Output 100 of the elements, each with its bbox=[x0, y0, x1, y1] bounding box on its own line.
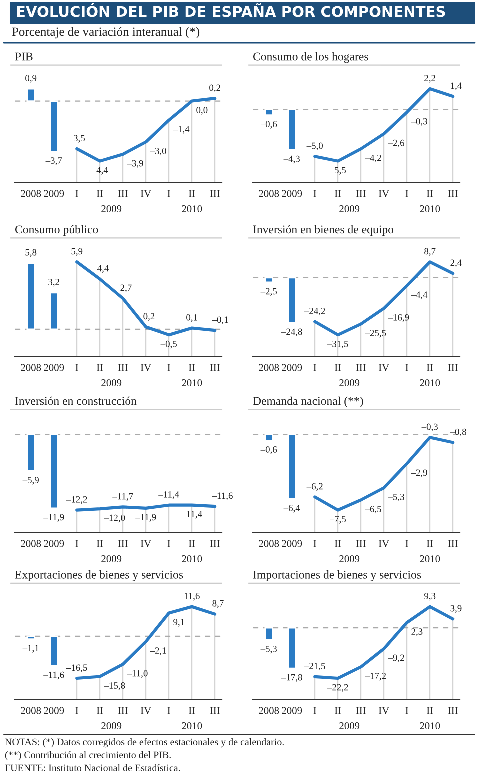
x-tick-label: IV bbox=[140, 707, 152, 714]
data-label: 0,2 bbox=[210, 84, 220, 92]
text: 2009 bbox=[102, 722, 122, 730]
x-tick-label: II bbox=[335, 364, 342, 372]
x-tick-label: 2009 bbox=[44, 364, 64, 372]
x-tick-label: I bbox=[76, 540, 78, 548]
x-tick-label: I bbox=[314, 364, 316, 372]
data-label: –4,4 bbox=[411, 292, 428, 300]
x-tick-label: I bbox=[314, 540, 316, 548]
x-tick-label: III bbox=[210, 364, 220, 372]
text: EVOLUCIÓN DEL PIB DE ESPAÑA POR COMPONENTES bbox=[17, 4, 446, 18]
data-label: –2,5 bbox=[260, 288, 277, 296]
x-tick-label: III bbox=[118, 540, 128, 548]
data-label: –5,5 bbox=[330, 167, 346, 175]
x-tick-label: I bbox=[168, 190, 170, 198]
x-tick-label: II bbox=[189, 190, 196, 198]
data-label: –6,2 bbox=[306, 483, 323, 492]
chart-title: Demanda nacional (**) bbox=[253, 396, 364, 408]
x-tick-label: 2008 bbox=[21, 190, 42, 198]
x-tick-label: III bbox=[448, 190, 458, 198]
text: 2010 bbox=[420, 206, 440, 213]
x-tick-label: III bbox=[118, 190, 128, 198]
text: 2009 bbox=[340, 206, 360, 213]
data-label: 8,7 bbox=[212, 600, 224, 608]
x-tick-label: II bbox=[427, 190, 434, 198]
x-tick-label: III bbox=[356, 540, 366, 548]
data-label: –11,7 bbox=[112, 493, 134, 502]
x-tick-label: IV bbox=[140, 364, 152, 372]
data-label: 11,6 bbox=[184, 593, 200, 601]
x-tick-label: IV bbox=[378, 364, 390, 372]
x-tick-label: I bbox=[76, 364, 78, 372]
x-tick-label: II bbox=[97, 364, 104, 372]
data-label: –12,2 bbox=[66, 496, 88, 504]
data-label: –11,0 bbox=[127, 670, 148, 678]
text: 2010 bbox=[182, 206, 202, 213]
text: 2010 bbox=[420, 556, 440, 563]
x-tick-label: I bbox=[76, 190, 78, 198]
x-tick-label: III bbox=[210, 190, 220, 198]
x-tick-label: III bbox=[210, 540, 220, 548]
text: 2009 bbox=[102, 206, 122, 213]
x-tick-label: 2009 bbox=[282, 540, 302, 548]
data-label: 9,3 bbox=[424, 593, 436, 601]
text: Porcentaje de variación interanual (*) bbox=[12, 27, 200, 39]
data-label: –11,6 bbox=[44, 672, 64, 680]
data-label: 3,9 bbox=[450, 605, 462, 614]
text: NOTAS: (*) Datos corregidos de efectos estacionales y de calendario. bbox=[5, 738, 284, 748]
x-tick-label: III bbox=[448, 364, 458, 372]
data-label: –3,5 bbox=[68, 135, 85, 143]
data-label: –11,9 bbox=[44, 514, 64, 522]
x-tick-label: III bbox=[356, 190, 366, 198]
x-tick-label: II bbox=[189, 364, 196, 372]
data-label: –22,2 bbox=[327, 684, 348, 692]
data-label: –2,1 bbox=[150, 648, 166, 656]
x-tick-label: I bbox=[406, 190, 408, 198]
data-label: –31,5 bbox=[327, 340, 348, 349]
chart-title: Importaciones de bienes y servicios bbox=[253, 570, 422, 582]
x-tick-label: 2008 bbox=[259, 540, 280, 548]
x-tick-label: II bbox=[97, 707, 104, 714]
x-tick-label: 2008 bbox=[259, 707, 280, 714]
data-label: –17,8 bbox=[281, 674, 302, 682]
x-tick-label: II bbox=[97, 540, 104, 548]
data-label: 2,3 bbox=[412, 628, 423, 636]
x-tick-label: 2009 bbox=[44, 540, 64, 548]
data-label: –5,9 bbox=[22, 477, 39, 485]
data-label: –5,0 bbox=[306, 142, 324, 150]
x-tick-label: III bbox=[210, 707, 220, 714]
chart-title: Inversión en bienes de equipo bbox=[253, 225, 394, 236]
data-label: –0,5 bbox=[160, 340, 177, 349]
data-label: –24,2 bbox=[304, 308, 326, 316]
data-label: –24,8 bbox=[281, 328, 302, 337]
chart-title: Exportaciones de bienes y servicios bbox=[15, 570, 184, 582]
x-tick-label: II bbox=[335, 707, 342, 714]
chart-title: Inversión en construcción bbox=[15, 396, 137, 406]
x-tick-label: II bbox=[97, 190, 104, 198]
data-label: 8,7 bbox=[424, 248, 436, 256]
x-tick-label: I bbox=[406, 540, 408, 548]
x-tick-label: II bbox=[189, 707, 196, 714]
x-tick-label: II bbox=[427, 540, 434, 548]
x-tick-label: III bbox=[448, 707, 458, 714]
x-tick-label: I bbox=[168, 707, 170, 714]
data-label: 0,2 bbox=[144, 313, 155, 322]
text: 2010 bbox=[182, 556, 202, 563]
data-label: –6,5 bbox=[365, 506, 382, 514]
data-label: –4,4 bbox=[92, 167, 108, 175]
data-label: –11,9 bbox=[136, 514, 156, 522]
x-tick-label: I bbox=[314, 190, 316, 198]
x-tick-label: 2009 bbox=[282, 364, 302, 372]
x-tick-label: I bbox=[168, 364, 170, 372]
x-tick-label: 2009 bbox=[44, 190, 64, 198]
text: 2010 bbox=[420, 380, 440, 387]
data-label: –3,0 bbox=[150, 148, 166, 156]
text: 2009 bbox=[340, 722, 360, 730]
data-label: –0,8 bbox=[450, 428, 466, 437]
x-tick-label: 2008 bbox=[21, 707, 42, 714]
chart-title: PIB bbox=[15, 52, 33, 61]
data-label: 4,4 bbox=[98, 265, 109, 274]
text: 2009 bbox=[102, 556, 122, 563]
data-label: –16,9 bbox=[388, 314, 410, 322]
x-tick-label: IV bbox=[378, 540, 390, 548]
x-tick-label: IV bbox=[140, 190, 152, 198]
